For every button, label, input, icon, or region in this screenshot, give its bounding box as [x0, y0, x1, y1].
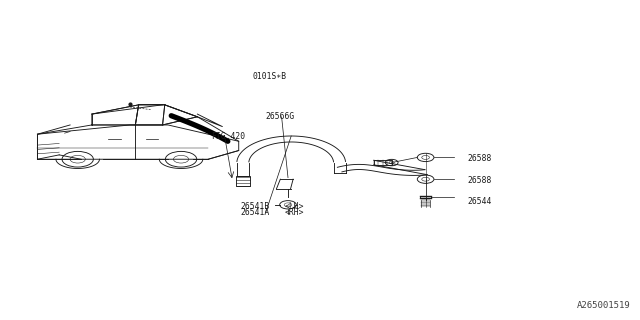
- Text: 26588: 26588: [467, 154, 492, 163]
- Bar: [374, 160, 392, 165]
- Text: 26541A: 26541A: [240, 208, 269, 217]
- Text: 26566G: 26566G: [266, 112, 295, 121]
- Text: 26541B: 26541B: [240, 202, 269, 211]
- Text: <LH>: <LH>: [285, 202, 304, 211]
- Text: A265001519: A265001519: [577, 301, 630, 310]
- Text: <RH>: <RH>: [285, 208, 304, 217]
- Text: 26544: 26544: [467, 197, 492, 206]
- Text: 0101S∗B: 0101S∗B: [253, 72, 287, 81]
- Bar: [236, 176, 250, 186]
- Text: FIG.420: FIG.420: [211, 132, 245, 140]
- Text: 26588: 26588: [467, 176, 492, 185]
